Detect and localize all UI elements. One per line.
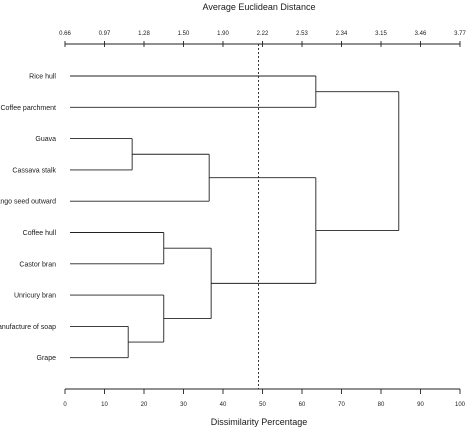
leaf-label: Cassava stalk xyxy=(12,167,56,174)
bottom-axis-tick-label: 30 xyxy=(180,402,187,408)
top-axis-tick-label: 2.22 xyxy=(257,31,269,37)
top-axis-tick-label: 1.90 xyxy=(217,31,229,37)
bottom-axis-tick-label: 50 xyxy=(259,402,266,408)
bottom-axis-tick-label: 90 xyxy=(417,402,424,408)
bottom-axis-tick-label: 70 xyxy=(338,402,345,408)
leaf-label: Guava xyxy=(35,136,56,143)
leaf-label: Grape xyxy=(37,355,57,362)
bottom-axis-tick-label: 20 xyxy=(141,402,148,408)
leaf-label: Castor bran xyxy=(19,261,56,268)
leaf-labels: Rice hull Coffee parchment Guava Cassava st… xyxy=(0,74,56,363)
leaf-label: Rice hull xyxy=(29,74,56,81)
top-axis-tick-label: 1.50 xyxy=(178,31,190,37)
bottom-axis-tick-label: 60 xyxy=(299,402,306,408)
leaf-label: Unricury bran xyxy=(14,293,56,300)
bottom-axis: 0 10 20 30 40 50 60 70 80 90 100 xyxy=(63,388,466,408)
bottom-axis-tick-label: 80 xyxy=(378,402,385,408)
bottom-axis-tick-label: 10 xyxy=(101,402,108,408)
bottom-axis-tick-label: 100 xyxy=(455,402,466,408)
bottom-axis-title: Dissimilarity Percentage xyxy=(211,417,308,427)
bottom-axis-tick-label: 0 xyxy=(63,402,67,408)
dendrogram-branches xyxy=(70,75,400,359)
top-axis-tick-label: 3.15 xyxy=(375,31,387,37)
top-axis-tick-label: 2.53 xyxy=(296,31,308,37)
leaf-label: Coffee hull xyxy=(23,230,57,237)
top-axis-tick-label: 0.97 xyxy=(99,31,111,37)
top-axis: 0.66 0.97 1.28 1.50 1.90 2.22 2.53 2.34 3.15 3.46… xyxy=(59,31,466,47)
top-axis-tick-label: 3.77 xyxy=(454,31,466,37)
top-axis-tick-label: 3.46 xyxy=(415,31,427,37)
bottom-axis-tick-label: 40 xyxy=(220,402,227,408)
leaf-label: Coffee parchment xyxy=(0,105,56,112)
top-axis-title: Average Euclidean Distance xyxy=(203,2,316,12)
top-axis-tick-label: 1.28 xyxy=(138,31,150,37)
top-axis-tick-label: 2.34 xyxy=(336,31,348,37)
top-axis-tick-label: 0.66 xyxy=(59,31,71,37)
leaf-label: Mango seed outward xyxy=(0,199,56,206)
leaf-label: Manufacture of soap xyxy=(0,324,56,331)
